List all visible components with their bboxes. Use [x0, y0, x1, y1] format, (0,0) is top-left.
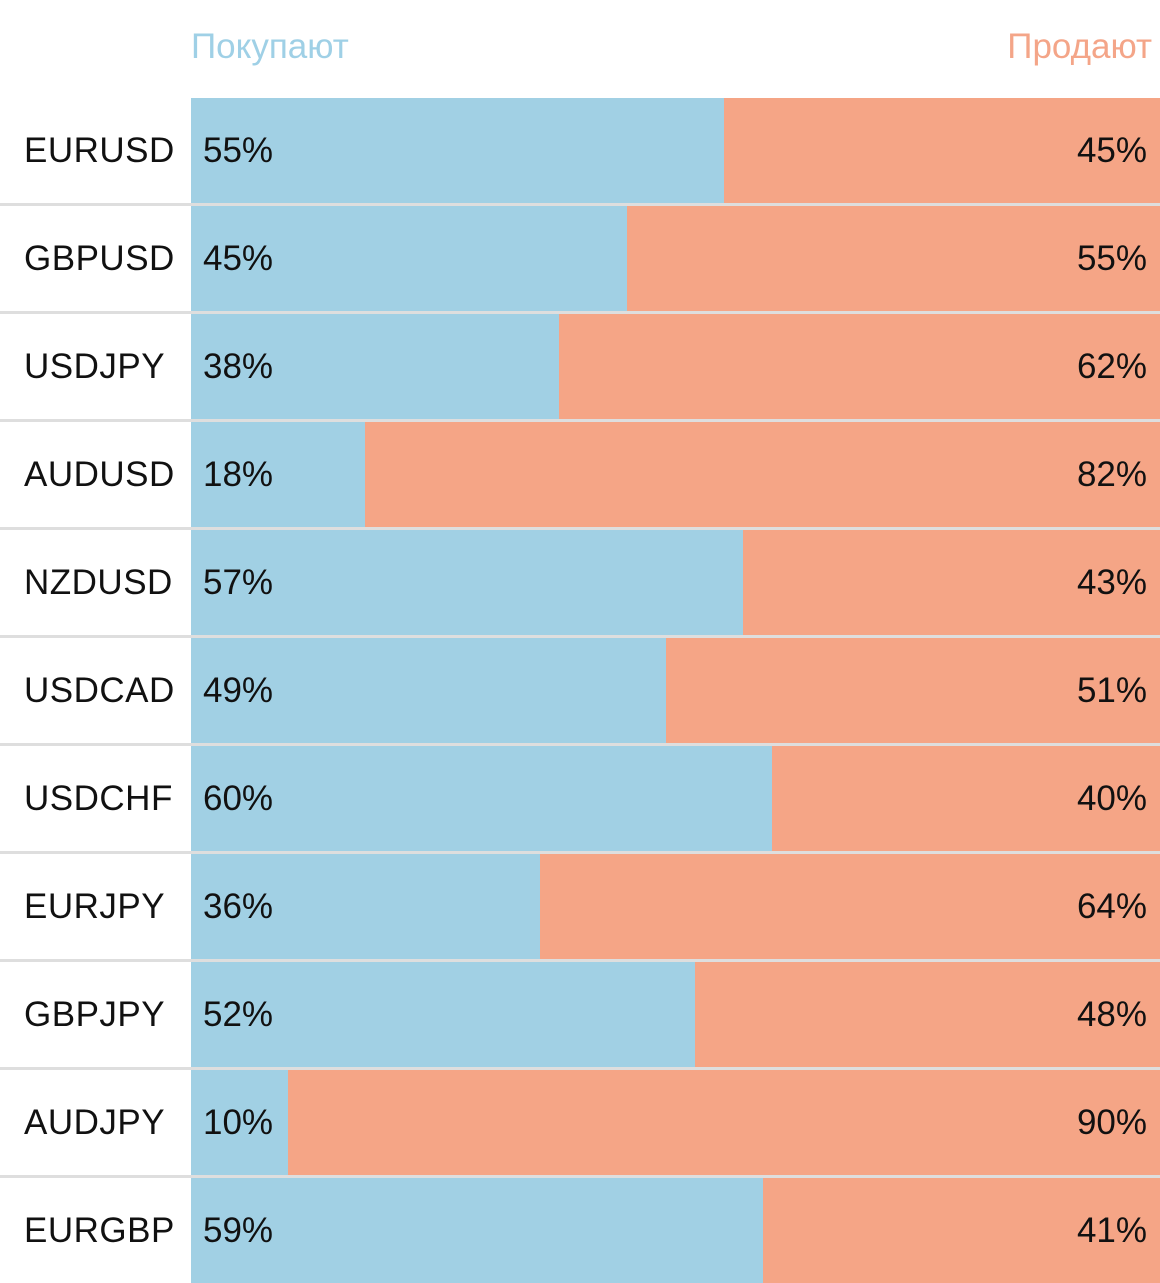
- data-label-buy: 59%: [203, 1211, 274, 1250]
- bar-segment-sell: [762, 1178, 1160, 1283]
- stacked-bar: [191, 638, 1160, 743]
- category-label: GBPUSD: [24, 239, 175, 278]
- data-label-buy: 38%: [203, 347, 274, 386]
- category-label: EURUSD: [24, 131, 175, 170]
- data-label-buy: 36%: [203, 887, 274, 926]
- bar-segment-sell: [723, 98, 1160, 203]
- chart-row-usdjpy: USDJPY 38% 62%: [0, 314, 1160, 422]
- category-label: NZDUSD: [24, 563, 173, 602]
- data-label-sell: 48%: [1076, 995, 1147, 1034]
- bar-segment-sell: [559, 314, 1160, 419]
- data-label-buy: 52%: [203, 995, 274, 1034]
- data-label-sell: 51%: [1076, 671, 1147, 710]
- category-label: USDCHF: [24, 779, 173, 818]
- bar-segment-sell: [665, 638, 1160, 743]
- category-label: EURGBP: [24, 1211, 175, 1250]
- bar-segment-buy: [191, 638, 666, 743]
- stacked-bar: [191, 1178, 1160, 1283]
- chart-row-gbpusd: GBPUSD 45% 55%: [0, 206, 1160, 314]
- category-label: USDJPY: [24, 347, 166, 386]
- chart-header: Покупают Продают: [0, 0, 1160, 98]
- bar-segment-sell: [743, 530, 1160, 635]
- data-label-sell: 43%: [1076, 563, 1147, 602]
- data-label-sell: 82%: [1076, 455, 1147, 494]
- category-label: AUDJPY: [24, 1103, 166, 1142]
- data-label-sell: 90%: [1076, 1103, 1147, 1142]
- bar-segment-buy: [191, 962, 695, 1067]
- bar-segment-buy: [191, 98, 724, 203]
- stacked-bar: [191, 422, 1160, 527]
- bar-segment-buy: [191, 1178, 763, 1283]
- stacked-bar: [191, 854, 1160, 959]
- data-label-sell: 45%: [1076, 131, 1147, 170]
- data-label-sell: 62%: [1076, 347, 1147, 386]
- data-label-buy: 60%: [203, 779, 274, 818]
- bar-segment-sell: [694, 962, 1160, 1067]
- chart-row-audjpy: AUDJPY 10% 90%: [0, 1070, 1160, 1178]
- bar-segment-buy: [191, 314, 560, 419]
- bar-segment-buy: [191, 530, 744, 635]
- data-label-sell: 64%: [1076, 887, 1147, 926]
- stacked-bar: [191, 314, 1160, 419]
- bar-segment-sell: [287, 1070, 1160, 1175]
- data-label-buy: 10%: [203, 1103, 274, 1142]
- bar-segment-sell: [539, 854, 1160, 959]
- category-label: USDCAD: [24, 671, 175, 710]
- data-label-buy: 45%: [203, 239, 274, 278]
- stacked-bar: [191, 1070, 1160, 1175]
- category-label: EURJPY: [24, 887, 166, 926]
- data-label-sell: 55%: [1076, 239, 1147, 278]
- bar-segment-sell: [772, 746, 1160, 851]
- data-label-buy: 18%: [203, 455, 274, 494]
- stacked-bar: [191, 206, 1160, 311]
- data-label-sell: 40%: [1076, 779, 1147, 818]
- bar-segment-buy: [191, 422, 366, 527]
- bar-segment-buy: [191, 206, 628, 311]
- chart-row-nzdusd: NZDUSD 57% 43%: [0, 530, 1160, 638]
- stacked-bar: [191, 530, 1160, 635]
- sentiment-chart: EURUSD 55% 45% GBPUSD 45% 55% USDJPY 38% 62% AUDU…: [0, 98, 1160, 1283]
- chart-row-eurjpy: EURJPY 36% 64%: [0, 854, 1160, 962]
- data-label-buy: 55%: [203, 131, 274, 170]
- chart-row-eurgbp: EURGBP 59% 41%: [0, 1178, 1160, 1283]
- data-label-sell: 41%: [1076, 1211, 1147, 1250]
- stacked-bar: [191, 746, 1160, 851]
- chart-row-gbpjpy: GBPJPY 52% 48%: [0, 962, 1160, 1070]
- bar-segment-sell: [365, 422, 1160, 527]
- stacked-bar: [191, 98, 1160, 203]
- legend-buy-label: Покупают: [191, 27, 349, 66]
- chart-row-audusd: AUDUSD 18% 82%: [0, 422, 1160, 530]
- bar-segment-buy: [191, 746, 773, 851]
- data-label-buy: 49%: [203, 671, 274, 710]
- stacked-bar: [191, 962, 1160, 1067]
- category-label: GBPJPY: [24, 995, 166, 1034]
- chart-row-usdcad: USDCAD 49% 51%: [0, 638, 1160, 746]
- legend-sell-label: Продают: [1007, 27, 1152, 66]
- bar-segment-sell: [627, 206, 1160, 311]
- data-label-buy: 57%: [203, 563, 274, 602]
- category-label: AUDUSD: [24, 455, 175, 494]
- chart-row-usdchf: USDCHF 60% 40%: [0, 746, 1160, 854]
- chart-row-eurusd: EURUSD 55% 45%: [0, 98, 1160, 206]
- bar-segment-buy: [191, 1070, 288, 1175]
- bar-segment-buy: [191, 854, 540, 959]
